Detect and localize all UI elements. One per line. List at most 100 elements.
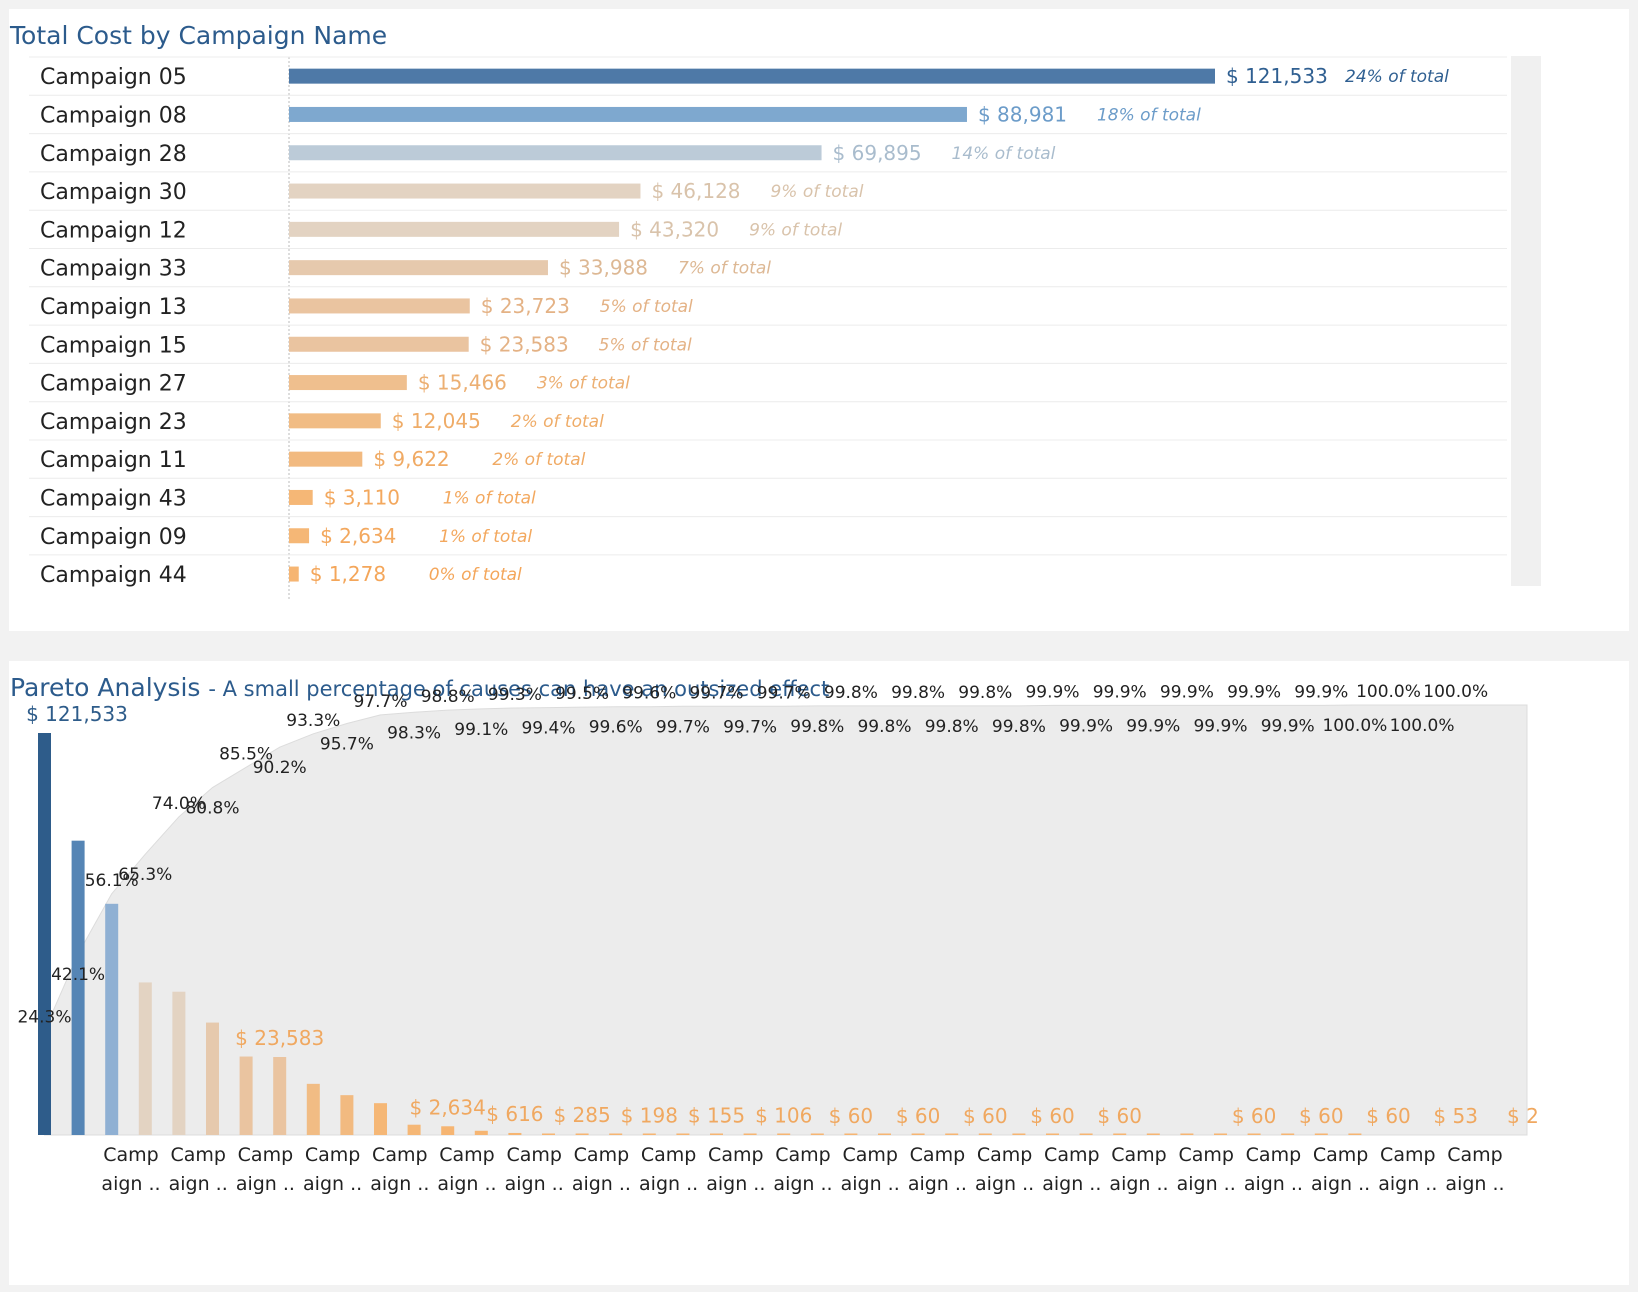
cost-bar[interactable] bbox=[289, 68, 1215, 84]
pareto-bar[interactable] bbox=[1247, 1133, 1261, 1136]
cost-bar[interactable] bbox=[289, 566, 299, 582]
pareto-bar[interactable] bbox=[38, 733, 51, 1135]
cost-bar[interactable] bbox=[289, 489, 313, 505]
bar-value-label: $ 23,583 bbox=[235, 1026, 324, 1050]
pareto-bar[interactable] bbox=[71, 840, 85, 1135]
cumulative-pct-label: 90.2% bbox=[253, 758, 307, 778]
scrollbar-track[interactable] bbox=[1511, 56, 1541, 586]
cumulative-pct-label: 80.8% bbox=[185, 799, 239, 819]
pareto-bar[interactable] bbox=[710, 1133, 723, 1136]
cumulative-pct-label: 100.0% bbox=[1356, 682, 1421, 702]
category-axis-label-line1: Camp bbox=[708, 1144, 763, 1166]
cost-bar[interactable] bbox=[289, 183, 641, 199]
category-label: Campaign 15 bbox=[40, 333, 187, 358]
cost-bar[interactable] bbox=[289, 375, 407, 391]
pareto-bar[interactable] bbox=[508, 1132, 522, 1135]
pareto-bar[interactable] bbox=[978, 1133, 992, 1136]
pareto-subtitle: - A small percentage of causes can have … bbox=[208, 677, 830, 701]
pareto-bar[interactable] bbox=[340, 1095, 354, 1135]
category-axis-label-line2: aign .. bbox=[236, 1173, 295, 1195]
category-label: Campaign 27 bbox=[40, 372, 187, 397]
category-axis-label-line1: Camp bbox=[1044, 1144, 1099, 1166]
category-axis-label-line1: Camp bbox=[1111, 1144, 1166, 1166]
pareto-bar[interactable] bbox=[206, 1022, 219, 1135]
pareto-bar[interactable] bbox=[810, 1133, 824, 1136]
pareto-bar[interactable] bbox=[1214, 1133, 1227, 1136]
pareto-bar[interactable] bbox=[374, 1103, 387, 1135]
cumulative-pct-label: 99.9% bbox=[1193, 716, 1247, 736]
category-axis-label-line2: aign .. bbox=[773, 1173, 832, 1195]
cumulative-pct-label: 99.8% bbox=[790, 717, 844, 737]
cumulative-pct-label: 99.7% bbox=[656, 717, 710, 737]
cumulative-pct-label: 99.8% bbox=[824, 683, 878, 703]
pareto-bar[interactable] bbox=[306, 1083, 320, 1135]
category-axis-label-line1: Camp bbox=[506, 1144, 561, 1166]
pareto-bar[interactable] bbox=[642, 1133, 656, 1136]
category-axis-label-line2: aign .. bbox=[505, 1173, 564, 1195]
category-axis-label-line1: Camp bbox=[842, 1144, 897, 1166]
bar-value-label: $ 198 bbox=[621, 1103, 678, 1127]
cost-bar[interactable] bbox=[289, 336, 469, 352]
cumulative-pct-label: 99.8% bbox=[958, 683, 1012, 703]
pareto-bar[interactable] bbox=[743, 1133, 757, 1136]
category-axis-label-line1: Camp bbox=[775, 1144, 830, 1166]
pareto-bar[interactable] bbox=[1281, 1133, 1295, 1136]
cost-by-campaign-panel: Total Cost by Campaign Name Campaign 05 $… bbox=[9, 9, 1629, 631]
bar-value-label: $ 60 bbox=[896, 1104, 941, 1128]
cost-bar[interactable] bbox=[289, 528, 310, 544]
pareto-title-main: Pareto Analysis bbox=[10, 673, 201, 702]
pareto-bar[interactable] bbox=[441, 1126, 455, 1135]
category-axis-label-line1: Camp bbox=[103, 1144, 158, 1166]
pareto-bar[interactable] bbox=[1146, 1133, 1160, 1136]
cost-bar[interactable] bbox=[289, 221, 620, 237]
pareto-bar[interactable] bbox=[1314, 1133, 1328, 1136]
cost-bar[interactable] bbox=[289, 106, 967, 122]
pareto-bar[interactable] bbox=[474, 1130, 488, 1135]
bar-value-label: $ 616 bbox=[486, 1102, 543, 1126]
cost-value-label: $ 15,466 bbox=[418, 371, 507, 395]
cost-bar[interactable] bbox=[289, 413, 381, 429]
pareto-bar[interactable] bbox=[105, 903, 119, 1135]
pct-of-total-label: 2% of total bbox=[511, 412, 604, 432]
cost-bar[interactable] bbox=[289, 260, 548, 276]
pareto-bar[interactable] bbox=[239, 1056, 253, 1135]
cost-bar[interactable] bbox=[289, 145, 822, 161]
pareto-bar[interactable] bbox=[1348, 1133, 1362, 1136]
pareto-bar[interactable] bbox=[1180, 1133, 1194, 1136]
cumulative-pct-label: 85.5% bbox=[219, 744, 273, 764]
pareto-bar[interactable] bbox=[542, 1133, 555, 1136]
cumulative-pct-label: 99.9% bbox=[1160, 682, 1214, 702]
category-label: Campaign 23 bbox=[40, 410, 187, 435]
pct-of-total-label: 1% of total bbox=[439, 527, 532, 547]
pct-of-total-label: 5% of total bbox=[600, 297, 693, 317]
pareto-bar[interactable] bbox=[1046, 1133, 1059, 1136]
bar-value-label: $ 60 bbox=[829, 1104, 874, 1128]
category-axis-label-line1: Camp bbox=[305, 1144, 360, 1166]
cost-bar[interactable] bbox=[289, 298, 470, 314]
pareto-bar[interactable] bbox=[273, 1056, 287, 1135]
cumulative-pct-label: 100.0% bbox=[1423, 682, 1488, 702]
pareto-bar[interactable] bbox=[1079, 1133, 1093, 1136]
pareto-bar[interactable] bbox=[575, 1133, 589, 1136]
cumulative-pct-label: 99.9% bbox=[1025, 682, 1079, 702]
category-axis-label-line1: Camp bbox=[1178, 1144, 1233, 1166]
pareto-bar[interactable] bbox=[777, 1133, 791, 1136]
pareto-bar[interactable] bbox=[1012, 1133, 1026, 1136]
pareto-bar[interactable] bbox=[407, 1124, 421, 1135]
pareto-bar[interactable] bbox=[1113, 1133, 1127, 1136]
pareto-bar[interactable] bbox=[878, 1133, 891, 1136]
pareto-bar[interactable] bbox=[609, 1133, 623, 1136]
pareto-bar[interactable] bbox=[172, 991, 186, 1135]
bar-value-label: $ 60 bbox=[1097, 1104, 1142, 1128]
pareto-bar[interactable] bbox=[138, 982, 152, 1135]
category-label: Campaign 30 bbox=[40, 180, 187, 205]
pareto-bar[interactable] bbox=[844, 1133, 858, 1136]
pareto-bar[interactable] bbox=[676, 1133, 690, 1136]
cumulative-pct-label: 100.0% bbox=[1322, 716, 1387, 736]
cumulative-pct-label: 99.1% bbox=[454, 720, 508, 740]
cumulative-pct-label: 99.6% bbox=[622, 684, 676, 704]
pct-of-total-label: 14% of total bbox=[952, 144, 1056, 164]
pareto-bar[interactable] bbox=[945, 1133, 959, 1136]
pareto-bar[interactable] bbox=[911, 1133, 925, 1136]
cost-bar[interactable] bbox=[289, 451, 363, 467]
